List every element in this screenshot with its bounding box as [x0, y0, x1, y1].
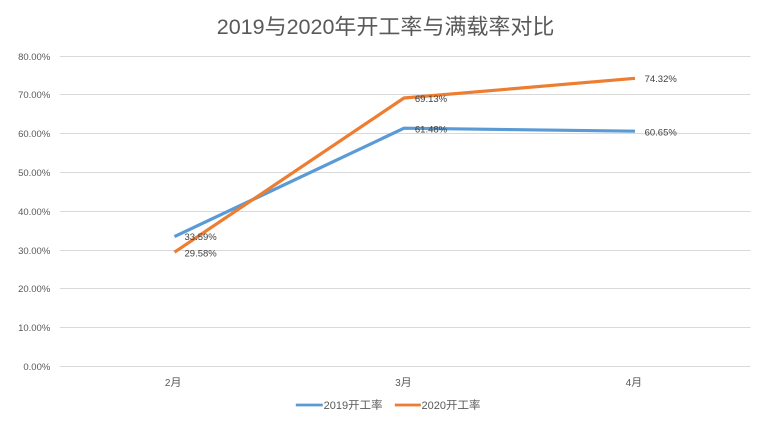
svg-text:2019: 2019 — [324, 400, 348, 412]
svg-text:0.00%: 0.00% — [23, 362, 50, 373]
svg-text:33.59%: 33.59% — [185, 232, 218, 243]
svg-text:61.48%: 61.48% — [415, 125, 448, 136]
svg-text:60.65%: 60.65% — [645, 128, 678, 139]
svg-text:30.00%: 30.00% — [18, 246, 51, 257]
svg-text:20.00%: 20.00% — [18, 284, 51, 295]
svg-text:10.00%: 10.00% — [18, 323, 51, 334]
svg-text:69.13%: 69.13% — [415, 94, 448, 105]
svg-text:4: 4 — [626, 378, 632, 389]
svg-text:60.00%: 60.00% — [18, 129, 51, 140]
svg-text:2: 2 — [165, 378, 171, 389]
svg-text:2019: 2019 — [217, 15, 265, 39]
svg-text:40.00%: 40.00% — [18, 207, 51, 218]
svg-text:80.00%: 80.00% — [18, 52, 51, 63]
svg-text:2020: 2020 — [287, 15, 335, 39]
svg-text:74.32%: 74.32% — [645, 74, 678, 85]
svg-text:29.58%: 29.58% — [185, 249, 218, 260]
svg-text:3: 3 — [395, 378, 401, 389]
svg-text:50.00%: 50.00% — [18, 168, 51, 179]
svg-text:70.00%: 70.00% — [18, 90, 51, 101]
svg-text:2020: 2020 — [422, 400, 446, 412]
